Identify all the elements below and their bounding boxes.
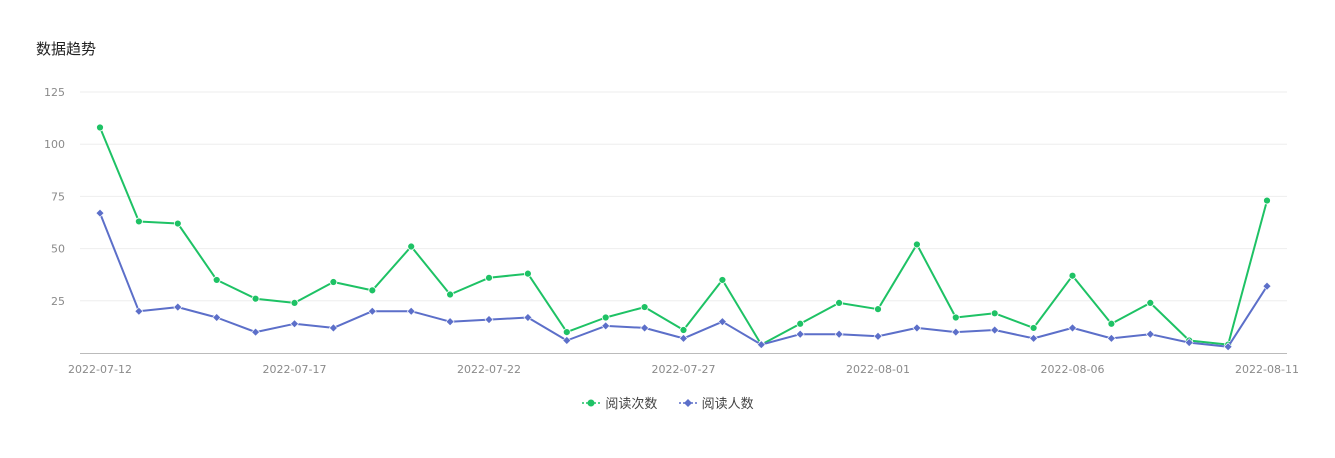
x-tick-label: 2022-07-17 — [263, 363, 327, 376]
data-point-reads — [290, 298, 299, 307]
data-point-readers — [1184, 338, 1194, 347]
x-tick-label: 2022-08-11 — [1235, 363, 1299, 376]
legend: 阅读次数 阅读人数 — [0, 393, 1335, 412]
data-point-reads — [951, 313, 960, 322]
data-point-reads — [601, 313, 610, 322]
data-point-reads — [96, 123, 104, 132]
data-point-reads — [640, 303, 649, 311]
y-tick-label: 25 — [51, 295, 65, 308]
data-point-readers — [290, 319, 299, 329]
data-point-reads — [913, 240, 921, 249]
data-point-reads — [212, 276, 221, 284]
y-tick-label: 125 — [44, 86, 65, 99]
data-point-reads — [407, 242, 416, 251]
data-point-reads — [990, 309, 999, 318]
x-tick-label: 2022-07-27 — [652, 363, 716, 376]
x-tick-label: 2022-08-06 — [1041, 363, 1105, 376]
data-point-readers — [328, 323, 338, 333]
data-point-readers — [367, 306, 377, 316]
legend-item-readers[interactable]: 阅读人数 — [678, 393, 754, 412]
legend-label-reads: 阅读次数 — [605, 397, 658, 412]
data-point-readers — [1223, 342, 1233, 352]
data-point-readers — [212, 313, 222, 322]
data-point-readers — [1262, 281, 1272, 291]
data-point-readers — [795, 329, 805, 339]
data-point-readers — [406, 306, 416, 316]
data-point-reads — [1263, 196, 1271, 205]
data-point-readers — [640, 323, 650, 333]
data-point-reads — [1107, 319, 1116, 328]
x-tick-label: 2022-08-01 — [846, 363, 910, 376]
data-point-reads — [485, 273, 493, 282]
data-point-readers — [134, 306, 144, 316]
data-point-readers — [445, 317, 455, 327]
data-point-readers — [601, 321, 611, 331]
data-point-readers — [1068, 323, 1077, 333]
data-point-reads — [134, 217, 143, 226]
data-point-readers — [717, 317, 727, 327]
data-point-reads — [1029, 324, 1038, 332]
data-point-reads — [796, 319, 805, 328]
data-point-readers — [523, 313, 533, 322]
data-point-readers — [912, 323, 922, 333]
data-point-reads — [679, 326, 688, 334]
data-point-reads — [1146, 298, 1155, 307]
data-point-reads — [446, 290, 455, 299]
y-tick-label: 75 — [51, 190, 65, 203]
data-point-reads — [173, 219, 182, 228]
y-tick-label: 50 — [51, 243, 65, 256]
data-point-reads — [835, 298, 843, 307]
data-point-reads — [368, 286, 377, 295]
chart-title: 数据趋势 — [36, 40, 97, 58]
data-point-readers — [679, 333, 688, 343]
data-point-readers — [873, 331, 883, 341]
data-point-reads — [524, 269, 532, 278]
y-tick-label: 100 — [44, 138, 65, 151]
legend-key-reads — [582, 399, 601, 406]
data-point-reads — [1068, 271, 1077, 280]
data-point-reads — [329, 278, 338, 286]
x-tick-label: 2022-07-12 — [68, 363, 132, 376]
data-point-readers — [484, 315, 494, 325]
data-point-readers — [1145, 329, 1155, 339]
legend-item-reads[interactable]: 阅读次数 — [581, 393, 657, 412]
legend-label-readers: 阅读人数 — [701, 397, 754, 412]
data-point-readers — [834, 329, 844, 339]
data-point-reads — [562, 328, 571, 337]
data-point-readers — [173, 302, 183, 312]
data-point-readers — [1029, 333, 1039, 343]
data-point-readers — [990, 325, 1000, 335]
x-tick-label: 2022-07-22 — [457, 363, 521, 376]
legend-key-readers — [678, 398, 697, 407]
data-point-readers — [251, 327, 261, 337]
data-point-readers — [756, 340, 766, 350]
data-point-readers — [1106, 333, 1116, 343]
series-line-reads — [99, 127, 1268, 346]
data-point-readers — [95, 208, 105, 218]
data-point-reads — [874, 305, 882, 314]
data-point-readers — [951, 327, 961, 337]
data-point-reads — [251, 294, 260, 303]
data-point-reads — [718, 276, 727, 284]
data-point-readers — [562, 336, 572, 345]
